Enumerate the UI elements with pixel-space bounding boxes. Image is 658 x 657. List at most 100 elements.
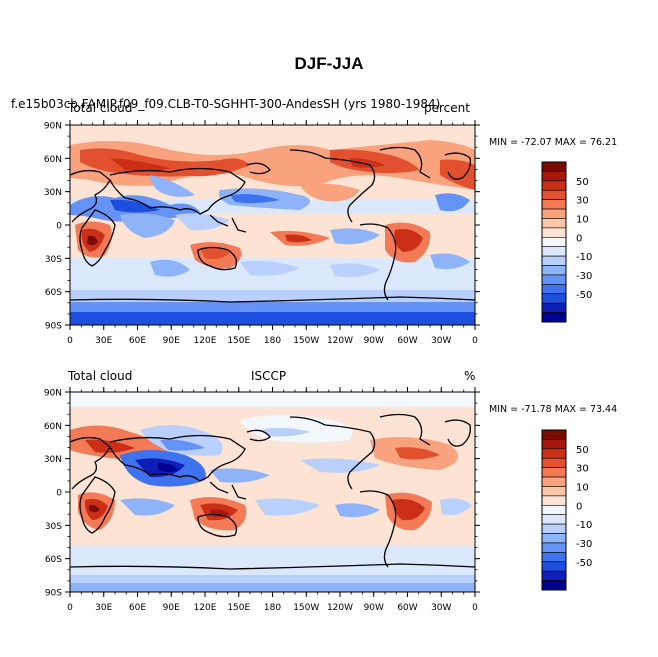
panel2-colorbar: 50 30 10 0 -10 -30 -50 xyxy=(541,429,592,591)
lon-tick-label: 0 xyxy=(472,336,478,346)
colorbar-swatch xyxy=(541,199,567,210)
lat-tick-label: 0 xyxy=(56,222,62,232)
panel2-coastlines xyxy=(69,413,476,570)
panel1-map xyxy=(70,125,475,325)
coastline-4 xyxy=(209,214,247,233)
colorbar-swatch xyxy=(541,171,567,182)
lon-tick-label: 30W xyxy=(431,603,451,613)
coastline-7 xyxy=(379,146,431,179)
lon-tick-label: 60E xyxy=(129,336,146,346)
coastline-8 xyxy=(444,152,471,180)
panel2-contours xyxy=(70,392,475,592)
lon-tick-label: 30W xyxy=(431,336,451,346)
colorbar-swatch xyxy=(541,189,567,200)
lat-tick-label: 90N xyxy=(44,122,62,132)
lon-tick-label: 30E xyxy=(95,603,112,613)
coastline-10 xyxy=(246,162,271,175)
coastline-2 xyxy=(109,434,246,482)
lon-tick-label: 180 xyxy=(264,603,281,613)
coastline-1 xyxy=(79,209,116,267)
colorbar-swatch xyxy=(541,312,567,323)
colorbar-swatch xyxy=(541,255,567,266)
coastline-5 xyxy=(289,149,376,223)
panel1-units-label: percent xyxy=(424,101,470,115)
colorbar-swatch xyxy=(541,236,567,248)
colorbar-label: -30 xyxy=(576,271,592,282)
coastline-8 xyxy=(444,419,471,447)
lon-tick-label: 90E xyxy=(163,336,180,346)
panel1-left-label: Total cloud xyxy=(68,101,133,115)
lon-tick-label: 120W xyxy=(327,603,353,613)
colorbar-label: 0 xyxy=(576,501,582,512)
lat-tick-label: 90S xyxy=(45,589,62,599)
coastline-0 xyxy=(69,436,111,490)
colorbar-label: -10 xyxy=(576,252,592,263)
coastline-6 xyxy=(359,490,397,568)
lon-tick-label: 90W xyxy=(364,603,384,613)
colorbar-swatch xyxy=(541,439,567,450)
lon-tick-label: 150W xyxy=(293,603,319,613)
coastline-4 xyxy=(209,481,247,500)
lon-tick-label: 60W xyxy=(397,336,417,346)
colorbar-swatch xyxy=(541,302,567,313)
panel1-contours xyxy=(70,140,475,325)
colorbar-swatch xyxy=(541,208,567,219)
colorbar-swatch xyxy=(541,265,567,276)
coastline-9 xyxy=(69,296,476,303)
coastline-0 xyxy=(69,169,111,223)
lon-tick-label: 60E xyxy=(129,603,146,613)
colorbar-swatch xyxy=(541,227,567,238)
coastline-3 xyxy=(197,513,238,538)
colorbar-swatch xyxy=(541,514,567,525)
colorbar-swatch xyxy=(541,284,567,295)
colorbar-swatch xyxy=(541,180,567,191)
lat-tick-label: 60N xyxy=(44,422,62,432)
colorbar-swatch xyxy=(541,580,567,591)
colorbar-swatch xyxy=(541,467,567,478)
lon-tick-label: 150E xyxy=(227,336,250,346)
lat-tick-label: 60N xyxy=(44,155,62,165)
lat-tick-label: 90S xyxy=(45,322,62,332)
lon-tick-label: 150E xyxy=(227,603,250,613)
colorbar-label: 30 xyxy=(576,196,589,207)
lon-tick-label: 120W xyxy=(327,336,353,346)
panel1-axis-ticks: 0 30E 60E 90E 120E 150E 180 150W 120W 90W 60W 30W 09… xyxy=(44,120,480,346)
panel1-minmax: MIN = -72.07 MAX = 76.21 xyxy=(489,137,618,148)
colorbar-label: 50 xyxy=(576,445,589,456)
lat-tick-label: 30N xyxy=(44,455,62,465)
coastline-2 xyxy=(109,167,246,215)
panel1-case-label: f.e15b03cb.FAMIP.f09_f09.CLB-T0-SGHHT-30… xyxy=(11,97,441,111)
colorbar-label: 0 xyxy=(576,233,582,244)
lon-tick-label: 30E xyxy=(95,336,112,346)
lat-tick-label: 60S xyxy=(45,288,62,298)
panel2-map xyxy=(70,392,475,592)
panel2-left-label: Total cloud xyxy=(68,369,133,383)
coastline-10 xyxy=(246,429,271,442)
lat-tick-label: 30S xyxy=(45,522,62,532)
colorbar-label: 10 xyxy=(576,214,589,225)
lon-tick-label: 90W xyxy=(364,336,384,346)
colorbar-swatch xyxy=(541,542,567,553)
coastline-5 xyxy=(289,416,376,490)
panel1-coastlines xyxy=(69,146,476,303)
colorbar-swatch xyxy=(541,504,567,516)
panel2-case-label: ISCCP xyxy=(251,369,287,383)
colorbar-swatch xyxy=(541,486,567,497)
colorbar-label: -30 xyxy=(576,539,592,550)
colorbar-swatch xyxy=(541,161,567,172)
lat-tick-label: 60S xyxy=(45,555,62,565)
colorbar-swatch xyxy=(541,561,567,572)
colorbar-label: 50 xyxy=(576,177,589,188)
colorbar-swatch xyxy=(541,533,567,544)
colorbar-swatch xyxy=(541,448,567,459)
lat-tick-label: 30S xyxy=(45,255,62,265)
colorbar-swatch xyxy=(541,429,567,440)
panel2-units-label: % xyxy=(464,369,476,383)
panel2-minmax: MIN = -71.78 MAX = 73.44 xyxy=(489,404,618,415)
colorbar-label: 30 xyxy=(576,464,589,475)
colorbar-label: 10 xyxy=(576,482,589,493)
lat-tick-label: 0 xyxy=(56,489,62,499)
lon-tick-label: 0 xyxy=(472,603,478,613)
lat-tick-label: 30N xyxy=(44,188,62,198)
